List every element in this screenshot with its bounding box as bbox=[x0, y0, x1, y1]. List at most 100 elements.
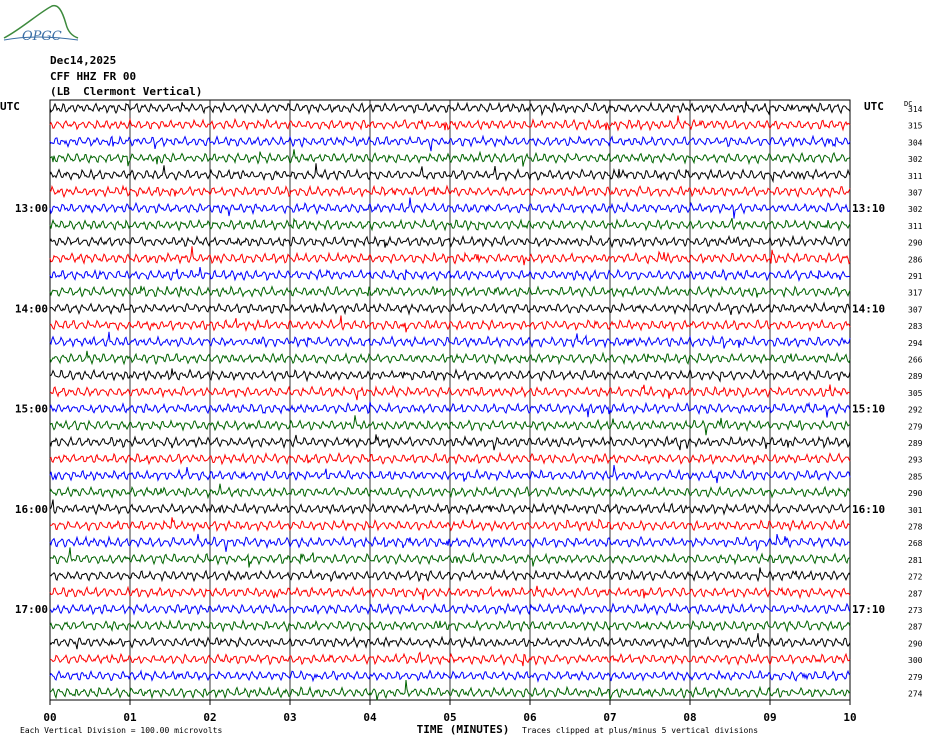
dc-offset-label: 307 bbox=[908, 305, 923, 314]
axis-labels: 00 01 02 03 04 05 06 07 08 09 10 314 315 304 302 311 307… bbox=[0, 100, 923, 736]
dc-offset-label: 301 bbox=[908, 506, 923, 515]
left-time-label: 15:00 bbox=[15, 403, 48, 416]
right-time-label: 15:10 bbox=[852, 403, 885, 416]
dc-offset-label: 315 bbox=[908, 122, 923, 131]
x-tick-label: 07 bbox=[603, 711, 616, 724]
right-time-label: 14:10 bbox=[852, 302, 885, 315]
dc-offset-label: 283 bbox=[908, 322, 923, 331]
seismic-trace bbox=[49, 401, 851, 418]
seismic-trace bbox=[49, 246, 851, 266]
trace-group bbox=[49, 101, 851, 701]
seismic-trace bbox=[49, 533, 851, 552]
seismic-trace bbox=[49, 499, 851, 516]
plot-grid bbox=[49, 99, 851, 705]
dc-offset-label: 285 bbox=[908, 472, 923, 481]
station-channel: CFF HHZ FR 00 bbox=[50, 70, 137, 83]
seismic-trace bbox=[49, 149, 851, 167]
dc-offset-label: 272 bbox=[908, 573, 923, 582]
seismic-trace bbox=[49, 464, 851, 484]
dc-offset-label: 287 bbox=[908, 589, 923, 598]
dc-offset-label: 274 bbox=[908, 690, 923, 699]
dc-offset-label: 305 bbox=[908, 389, 923, 398]
seismic-trace bbox=[49, 285, 851, 299]
right-time-label: 17:10 bbox=[852, 603, 885, 616]
dc-offset-label: 289 bbox=[908, 439, 923, 448]
dc-offset-label: 307 bbox=[908, 189, 923, 198]
dc-offset-label: 289 bbox=[908, 372, 923, 381]
seismic-trace bbox=[49, 651, 851, 667]
seismic-trace bbox=[49, 301, 851, 316]
dc-offset-label: 268 bbox=[908, 539, 923, 548]
dc-offset-label: 314 bbox=[908, 105, 923, 114]
seismic-trace bbox=[49, 217, 851, 232]
dc-offset-label: 300 bbox=[908, 656, 923, 665]
seismic-trace bbox=[49, 619, 851, 633]
dc-offset-label: 302 bbox=[908, 205, 923, 214]
seismic-trace bbox=[49, 415, 851, 436]
plot-date: Dec14,2025 bbox=[50, 54, 117, 67]
right-time-label: 16:10 bbox=[852, 503, 885, 516]
right-time-label: 13:10 bbox=[852, 202, 885, 215]
seismic-trace bbox=[49, 163, 851, 184]
dc-offset-label: 279 bbox=[908, 422, 923, 431]
seismic-trace bbox=[49, 585, 851, 601]
dc-offset-label: 287 bbox=[908, 623, 923, 632]
seismic-trace bbox=[49, 517, 851, 533]
seismic-trace bbox=[49, 602, 851, 617]
dc-offset-label: 292 bbox=[908, 406, 923, 415]
left-utc-label: UTC bbox=[0, 100, 20, 113]
dc-offset-label: 286 bbox=[908, 255, 923, 264]
dc-offset-label: 279 bbox=[908, 673, 923, 682]
dc-offset-label: 290 bbox=[908, 239, 923, 248]
seismic-trace bbox=[49, 115, 851, 132]
dc-offset-label: 311 bbox=[908, 222, 923, 231]
seismic-trace bbox=[49, 368, 851, 383]
x-tick-label: 04 bbox=[363, 711, 377, 724]
x-tick-label: 10 bbox=[843, 711, 856, 724]
seismic-trace bbox=[49, 434, 851, 451]
dc-offset-label: 290 bbox=[908, 489, 923, 498]
x-axis-title: TIME (MINUTES) bbox=[417, 723, 510, 736]
left-time-label: 13:00 bbox=[15, 202, 48, 215]
seismic-trace bbox=[49, 669, 851, 683]
seismic-trace bbox=[49, 184, 851, 199]
x-tick-label: 01 bbox=[123, 711, 137, 724]
seismic-trace bbox=[49, 134, 851, 152]
dc-header-label: DC bbox=[904, 100, 912, 108]
seismic-trace bbox=[49, 483, 851, 500]
dc-offset-label: 290 bbox=[908, 639, 923, 648]
opgc-logo: OPGC bbox=[3, 4, 79, 44]
dc-offset-label: 278 bbox=[908, 523, 923, 532]
seismic-trace bbox=[49, 234, 851, 249]
seismic-trace bbox=[49, 567, 851, 583]
seismic-trace bbox=[49, 451, 851, 466]
station-location: (LB Clermont Vertical) bbox=[50, 85, 203, 98]
dc-offset-label: 281 bbox=[908, 556, 923, 565]
seismic-trace bbox=[49, 633, 851, 650]
seismic-trace bbox=[49, 101, 851, 117]
logo-text: OPGC bbox=[22, 29, 62, 44]
x-tick-label: 00 bbox=[43, 711, 56, 724]
dc-offset-label: 311 bbox=[908, 172, 923, 181]
seismic-trace bbox=[49, 384, 851, 401]
dc-offset-label: 317 bbox=[908, 289, 923, 298]
seismic-trace bbox=[49, 679, 851, 701]
left-time-label: 16:00 bbox=[15, 503, 48, 516]
x-tick-label: 05 bbox=[443, 711, 456, 724]
dc-offset-label: 294 bbox=[908, 339, 923, 348]
x-tick-label: 02 bbox=[203, 711, 216, 724]
seismic-trace bbox=[49, 267, 850, 282]
x-tick-label: 06 bbox=[523, 711, 537, 724]
dc-offset-label: 293 bbox=[908, 456, 923, 465]
dc-offset-label: 266 bbox=[908, 356, 923, 365]
dc-offset-label: 304 bbox=[908, 138, 923, 147]
left-time-label: 17:00 bbox=[15, 603, 48, 616]
seismic-trace bbox=[49, 315, 851, 333]
x-tick-label: 08 bbox=[683, 711, 696, 724]
x-tick-label: 03 bbox=[283, 711, 296, 724]
seismic-trace bbox=[49, 547, 850, 568]
clipping-note: Traces clipped at plus/minus 5 vertical … bbox=[522, 726, 758, 735]
logo-swoosh-icon bbox=[3, 4, 79, 39]
x-tick-label: 09 bbox=[763, 711, 776, 724]
